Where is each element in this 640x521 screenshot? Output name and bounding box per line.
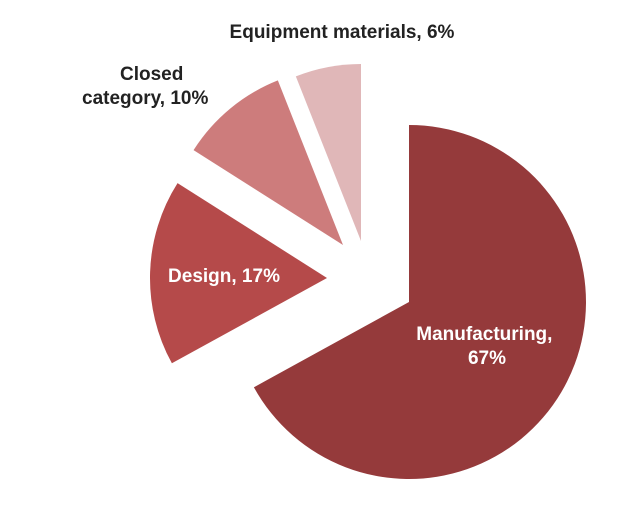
pie-slice-design: [149, 183, 327, 364]
pie-slices: [149, 64, 586, 479]
pie-slice-manufacturing: [253, 125, 586, 479]
slice-label-manufacturing: Manufacturing, 67%: [416, 324, 557, 369]
slice-label-equipment-materials: Equipment materials, 6%: [230, 22, 455, 43]
pie-labels: Manufacturing, 67% Design, 17% Closed ca…: [82, 22, 557, 369]
slice-label-closed-category: Closed category, 10%: [82, 64, 208, 109]
pie-slice-equipment-materials: [295, 64, 361, 241]
pie-slice-closed-category: [193, 80, 343, 246]
slice-label-design: Design, 17%: [168, 266, 280, 287]
